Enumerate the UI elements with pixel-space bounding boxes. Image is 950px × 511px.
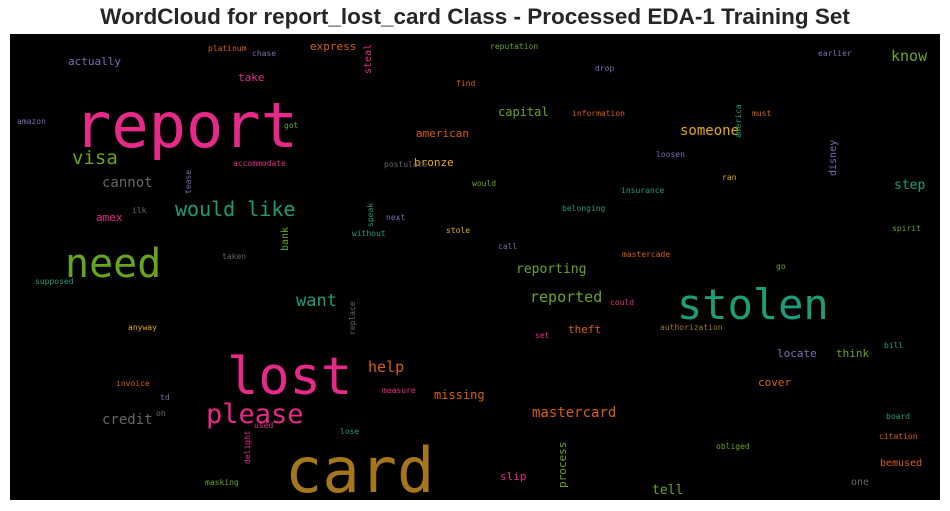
word-would: would — [472, 179, 496, 188]
word-american: american — [416, 127, 469, 140]
word-need: need — [65, 241, 161, 287]
word-chase: chase — [252, 49, 276, 58]
word-tease: tease — [184, 170, 193, 194]
word-invoice: invoice — [116, 379, 150, 388]
word-reported: reported — [530, 288, 602, 306]
word-oh: oh — [156, 409, 166, 418]
word-express: express — [310, 40, 356, 53]
word-theft: theft — [568, 323, 601, 336]
word-used: used — [254, 421, 273, 430]
word-take: take — [238, 71, 265, 84]
word-cover: cover — [758, 376, 791, 389]
word-go: go — [776, 262, 786, 271]
word-anyway: anyway — [128, 323, 157, 332]
word-card: card — [285, 434, 434, 500]
word-lose: lose — [340, 427, 359, 436]
word-must: must — [752, 109, 771, 118]
word-masking: masking — [205, 478, 239, 487]
word-actually: actually — [68, 55, 121, 68]
word-authorization: authorization — [660, 323, 723, 332]
word-earlier: earlier — [818, 49, 852, 58]
word-got: got — [284, 121, 299, 130]
word-know: know — [891, 47, 928, 65]
word-someone: someone — [680, 123, 739, 139]
word-replace: replace — [348, 301, 357, 335]
word-mastercade: mastercade — [622, 250, 670, 259]
word-loosen: loosen — [656, 150, 685, 159]
word-obliged: obliged — [716, 442, 750, 451]
word-ilk: ilk — [132, 206, 147, 215]
word-stolen: stolen — [677, 280, 829, 329]
word-stole: stole — [446, 226, 470, 235]
word-slip: slip — [500, 470, 527, 483]
word-mastercard: mastercard — [532, 405, 616, 421]
word-drop: drop — [595, 64, 614, 73]
word-one: one — [851, 477, 869, 488]
word-next: next — [386, 213, 405, 222]
word-board: board — [886, 412, 910, 421]
word-missing: missing — [434, 388, 485, 402]
word-bronze: bronze — [414, 156, 454, 169]
word-process: process — [556, 442, 569, 488]
word-want: want — [296, 291, 337, 311]
word-postulate: postulate — [384, 160, 428, 169]
word-please: please — [206, 399, 304, 430]
word-step: step — [894, 178, 925, 193]
word-set: set — [535, 331, 550, 340]
word-reporting: reporting — [516, 262, 586, 277]
word-help: help — [368, 358, 404, 376]
word-lost: lost — [227, 347, 352, 407]
word-think: think — [836, 347, 869, 360]
word-accommodate: accommodate — [233, 159, 286, 168]
word-cannot: cannot — [102, 175, 153, 191]
word-amex: amex — [96, 211, 123, 224]
word-capital: capital — [498, 105, 549, 119]
word-visa: visa — [72, 147, 118, 169]
word-td: td — [160, 393, 170, 402]
word-credit: credit — [102, 412, 153, 428]
chart-title: WordCloud for report_lost_card Class - P… — [100, 4, 850, 29]
word-information: information — [572, 109, 625, 118]
word-reputation: reputation — [490, 42, 538, 51]
word-could: could — [610, 298, 634, 307]
word-report: report — [74, 89, 298, 162]
word-find: find — [456, 79, 475, 88]
word-would-like: would like — [175, 197, 295, 221]
word-supposed: supposed — [35, 277, 74, 286]
word-speak: speak — [366, 203, 375, 227]
word-bill: bill — [884, 341, 903, 350]
word-tell: tell — [652, 483, 683, 498]
word-measure: measure — [382, 386, 416, 395]
word-call: call — [498, 242, 517, 251]
word-locate: locate — [777, 347, 817, 360]
word-delight: delight — [243, 430, 252, 464]
word-bank: bank — [280, 227, 291, 251]
word-citation: citation — [879, 432, 918, 441]
wordcloud-svg: report card lost stolen need please would like… — [17, 40, 928, 500]
word-disney: disney — [828, 140, 839, 176]
word-america: america — [734, 104, 743, 138]
word-without: without — [352, 229, 386, 238]
word-bemused: bemused — [880, 458, 922, 469]
word-belonging: belonging — [562, 204, 606, 213]
word-ran: ran — [722, 173, 737, 182]
wordcloud-panel: report card lost stolen need please would like… — [10, 34, 940, 500]
word-taken: taken — [222, 252, 246, 261]
word-steal: steal — [363, 44, 374, 74]
word-amazon: amazon — [17, 117, 46, 126]
word-insurance: insurance — [621, 186, 665, 195]
word-platinum: platinum — [208, 44, 247, 53]
word-spirit: spirit — [892, 224, 921, 233]
